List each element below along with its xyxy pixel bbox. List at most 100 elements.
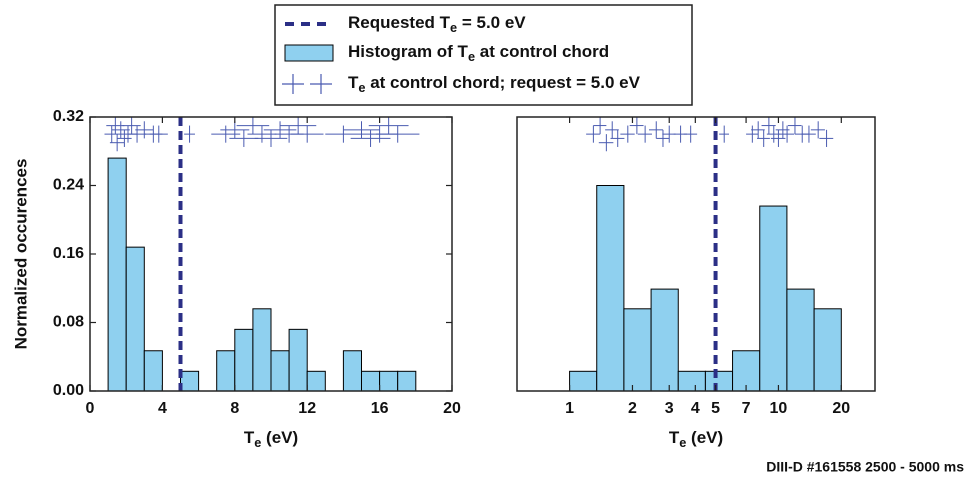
data-point: [184, 125, 195, 143]
data-point: [810, 121, 825, 139]
footer: DIII-D #161558 2500 - 5000 ms: [766, 459, 964, 475]
legend-label: Histogram of Te at control chord: [348, 42, 609, 64]
data-point: [350, 129, 391, 147]
legend-label-part: Histogram of T: [348, 42, 469, 61]
bar: [596, 185, 625, 392]
data-point: [787, 117, 802, 135]
x-tick-label: 0: [86, 400, 95, 417]
x-axis-label-part: e: [254, 435, 261, 450]
data-point: [719, 125, 730, 143]
x-tick-label: 4: [158, 400, 167, 417]
data-point: [247, 125, 277, 143]
plot-frame: [516, 116, 876, 392]
data-point: [211, 125, 241, 143]
legend-box: [274, 4, 693, 106]
x-tick-label: 10: [770, 400, 788, 417]
data-point: [290, 125, 324, 143]
x-tick-label: 12: [298, 400, 316, 417]
x-tick-label: 8: [230, 400, 239, 417]
legend-label-part: e: [358, 80, 365, 95]
data-point: [220, 121, 250, 139]
data-point: [375, 125, 420, 143]
bar: [342, 350, 362, 392]
data-point: [236, 117, 270, 135]
bar: [813, 308, 842, 392]
y-tick-label: 0.00: [53, 382, 84, 399]
data-point: [254, 129, 288, 147]
x-tick-label: 3: [665, 400, 674, 417]
data-point: [343, 121, 380, 139]
x-tick-label: 2: [628, 400, 637, 417]
x-axis-label-part: T: [669, 428, 680, 447]
x-tick-label: 1: [565, 400, 574, 417]
data-point: [263, 121, 297, 139]
legend-bar: [284, 44, 334, 62]
x-axis-label-part: T: [244, 428, 255, 447]
data-point: [662, 125, 676, 143]
legend-label-part: = 5.0 eV: [457, 13, 526, 32]
bar: [107, 157, 127, 392]
data-point: [149, 125, 168, 143]
data-point: [757, 129, 770, 147]
data-point: [122, 117, 141, 135]
data-point: [683, 125, 698, 143]
data-point: [325, 125, 362, 143]
x-tick-label: 20: [832, 400, 850, 417]
data-point: [656, 129, 670, 147]
bar: [306, 370, 326, 392]
y-tick-label: 0.16: [53, 245, 84, 262]
data-point: [746, 125, 759, 143]
data-point: [629, 117, 644, 135]
data-point: [368, 117, 409, 135]
x-tick-label: 20: [443, 400, 461, 417]
x-axis-label: Te (eV): [669, 428, 723, 450]
data-point: [801, 125, 816, 143]
data-point: [104, 125, 119, 143]
data-point: [586, 125, 601, 143]
x-axis-label: Te (eV): [244, 428, 298, 450]
bar: [180, 370, 200, 392]
data-point: [598, 134, 614, 152]
y-tick-label: 0.24: [53, 177, 84, 194]
bar: [732, 350, 761, 392]
y-tick-label: 0.32: [53, 108, 84, 125]
bar: [143, 350, 163, 392]
bar: [234, 328, 254, 392]
legend-label-part: e: [450, 20, 457, 35]
data-point: [106, 117, 125, 135]
x-tick-label: 4: [691, 400, 700, 417]
data-point: [593, 117, 607, 135]
data-point: [819, 129, 834, 147]
legend-label-part: at control chord: [475, 42, 609, 61]
data-point: [648, 121, 663, 139]
data-point: [280, 117, 317, 135]
x-tick-label: 5: [711, 400, 720, 417]
bar: [397, 370, 417, 392]
x-tick-label: 7: [742, 400, 751, 417]
x-tick-label: 16: [371, 400, 389, 417]
data-point: [605, 121, 619, 139]
bar: [704, 370, 734, 392]
data-point: [117, 129, 132, 147]
data-point: [111, 121, 130, 139]
data-point: [128, 125, 147, 143]
bar: [125, 246, 145, 392]
bar: [252, 308, 272, 392]
legend-label-part: Requested T: [348, 13, 451, 32]
x-axis-label-part: (eV): [261, 428, 298, 447]
bar: [216, 350, 236, 392]
bar: [270, 350, 290, 392]
data-point: [109, 134, 125, 152]
legend-label-part: at control chord; request = 5.0 eV: [365, 73, 640, 92]
data-point: [637, 125, 652, 143]
legend-label: Requested Te = 5.0 eV: [348, 13, 526, 35]
data-point: [229, 129, 259, 147]
data-point: [620, 125, 635, 143]
bar: [569, 370, 598, 392]
y-axis-label: Normalized occurences: [11, 159, 30, 350]
bar: [650, 288, 679, 392]
legend-label: Te at control chord; request = 5.0 eV: [348, 73, 641, 95]
x-axis-label-part: e: [679, 435, 686, 450]
data-point: [610, 129, 625, 147]
